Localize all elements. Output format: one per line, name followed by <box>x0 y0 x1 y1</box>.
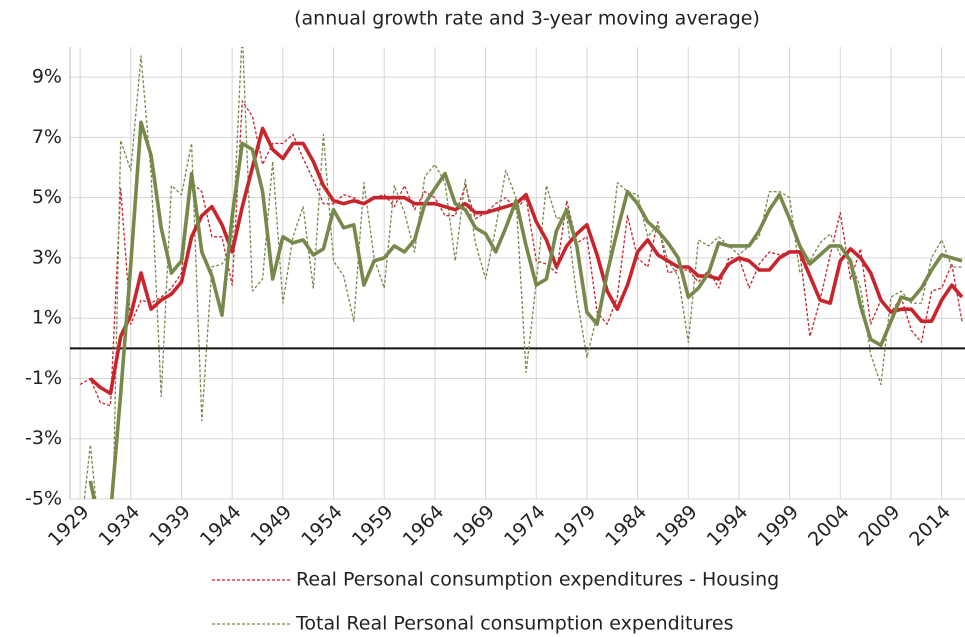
legend-label: Real Personal consumption expenditures -… <box>296 569 779 591</box>
x-tick-label: 2009 <box>855 501 905 551</box>
x-tick-label: 1939 <box>145 501 195 551</box>
y-tick-label: 9% <box>32 66 62 88</box>
y-tick-label: -1% <box>25 367 62 389</box>
chart-title: (annual growth rate and 3-year moving av… <box>294 8 760 30</box>
moving-average-line <box>88 120 963 499</box>
x-tick-label: 2004 <box>804 501 854 551</box>
x-tick-label: 1974 <box>500 501 550 551</box>
moving-average-line <box>89 126 964 396</box>
plot-area <box>79 47 964 499</box>
x-tick-label: 1954 <box>297 501 347 551</box>
y-tick-label: -3% <box>25 427 62 449</box>
x-tick-label: 1934 <box>94 501 144 551</box>
legend-label: Total Real Personal consumption expendit… <box>295 613 733 635</box>
x-tick-label: 1994 <box>703 501 753 551</box>
x-tick-label: 2014 <box>905 501 955 551</box>
x-tick-label: 1949 <box>247 501 297 551</box>
y-tick-label: 5% <box>32 186 62 208</box>
x-tick-label: 1999 <box>753 501 803 551</box>
x-tick-label: 1969 <box>449 501 499 551</box>
x-tick-label: 1964 <box>399 501 449 551</box>
x-tick-label: 1959 <box>348 501 398 551</box>
y-tick-label: 3% <box>32 246 62 268</box>
x-tick-label: 1979 <box>551 501 601 551</box>
x-tick-label: 1989 <box>652 501 702 551</box>
y-tick-label: -5% <box>25 488 62 510</box>
x-tick-label: 1944 <box>196 501 246 551</box>
y-tick-label: 7% <box>32 126 62 148</box>
annual-line <box>79 100 963 407</box>
x-tick-label: 1984 <box>601 501 651 551</box>
y-tick-label: 1% <box>32 307 62 329</box>
